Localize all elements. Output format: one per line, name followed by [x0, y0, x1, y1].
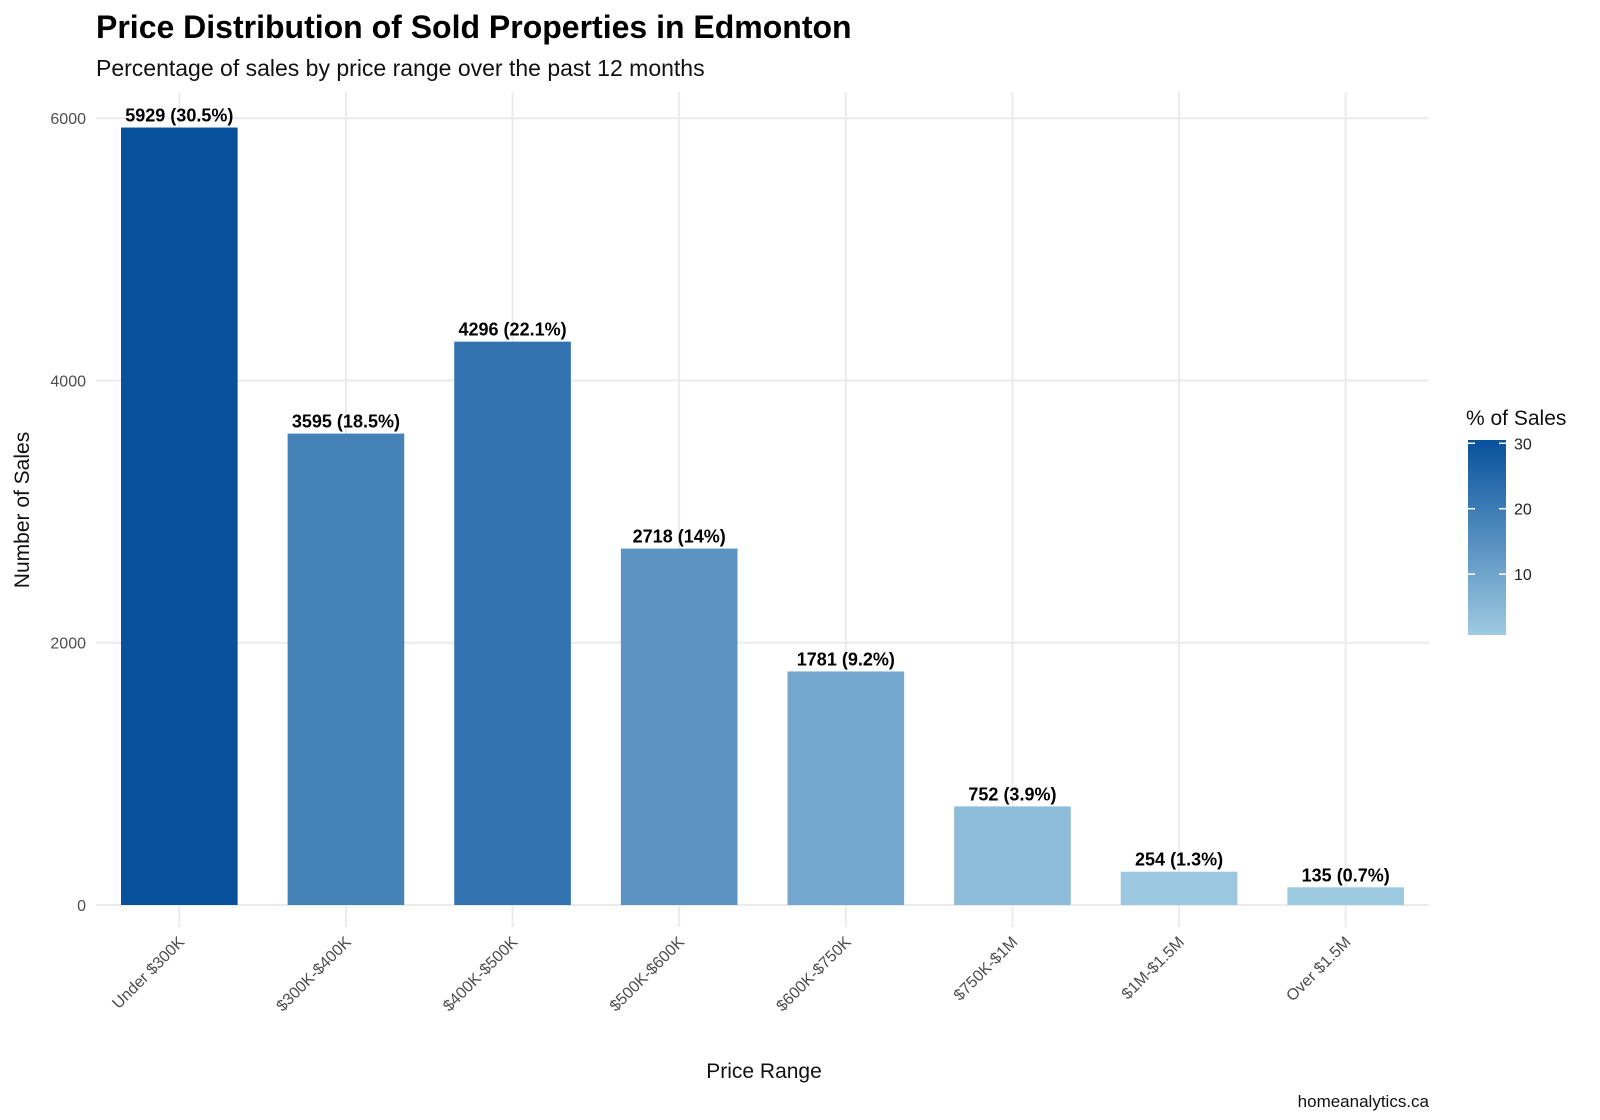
bar-data-label: 5929 (30.5%)	[125, 106, 233, 126]
legend-colorbar	[1468, 440, 1506, 635]
caption: homeanalytics.ca	[1298, 1092, 1430, 1111]
y-tick-label: 0	[77, 898, 86, 915]
x-tick-label: $300K-$400K	[274, 934, 355, 1015]
x-tick-label: Over $1.5M	[1283, 934, 1354, 1005]
x-tick-label: $1M-$1.5M	[1119, 934, 1188, 1003]
x-tick-label: $400K-$500K	[440, 934, 521, 1015]
y-axis-label: Number of Sales	[11, 432, 34, 588]
x-axis-label: Price Range	[706, 1060, 822, 1083]
chart-subtitle: Percentage of sales by price range over …	[96, 55, 705, 81]
x-tick-label: Under $300K	[109, 934, 188, 1013]
y-tick-label: 6000	[50, 111, 86, 128]
chart-title: Price Distribution of Sold Properties in…	[96, 9, 852, 45]
bar	[1120, 871, 1238, 905]
legend-tick-label: 10	[1514, 567, 1532, 584]
y-axis-ticks: 0 2000 4000 6000	[50, 111, 86, 915]
bar	[454, 341, 571, 905]
y-tick-label: 4000	[50, 373, 86, 390]
legend-title: % of Sales	[1466, 407, 1566, 430]
bar-data-label: 3595 (18.5%)	[292, 412, 400, 432]
x-axis-ticks: Under $300K $300K-$400K $400K-$500K $500K-$…	[109, 934, 1354, 1015]
x-tick-label: $600K-$750K	[773, 934, 854, 1015]
bar-data-label: 1781 (9.2%)	[797, 649, 895, 669]
bar	[287, 433, 405, 905]
x-tick-label: $750K-$1M	[951, 934, 1022, 1005]
bar-data-label: 2718 (14%)	[633, 527, 726, 547]
bar-data-label: 4296 (22.1%)	[459, 320, 567, 340]
bar-data-label: 752 (3.9%)	[968, 784, 1056, 804]
bar	[120, 127, 238, 906]
legend-ticks: 10 20 30	[1468, 436, 1532, 584]
legend: % of Sales 10 20 30	[1466, 407, 1566, 635]
bar-data-label: 254 (1.3%)	[1135, 850, 1223, 870]
bar-data-label: 135 (0.7%)	[1302, 865, 1390, 885]
y-tick-label: 2000	[50, 636, 86, 653]
bar	[1287, 887, 1405, 905]
bar	[787, 671, 905, 905]
bar	[620, 548, 738, 905]
x-tick-label: $500K-$600K	[607, 934, 688, 1015]
data-labels: 5929 (30.5%) 3595 (18.5%) 4296 (22.1%) 2718…	[125, 106, 1389, 886]
legend-tick-label: 30	[1514, 436, 1532, 453]
bar	[954, 806, 1071, 905]
bars	[120, 127, 1405, 906]
legend-tick-label: 20	[1514, 502, 1532, 519]
